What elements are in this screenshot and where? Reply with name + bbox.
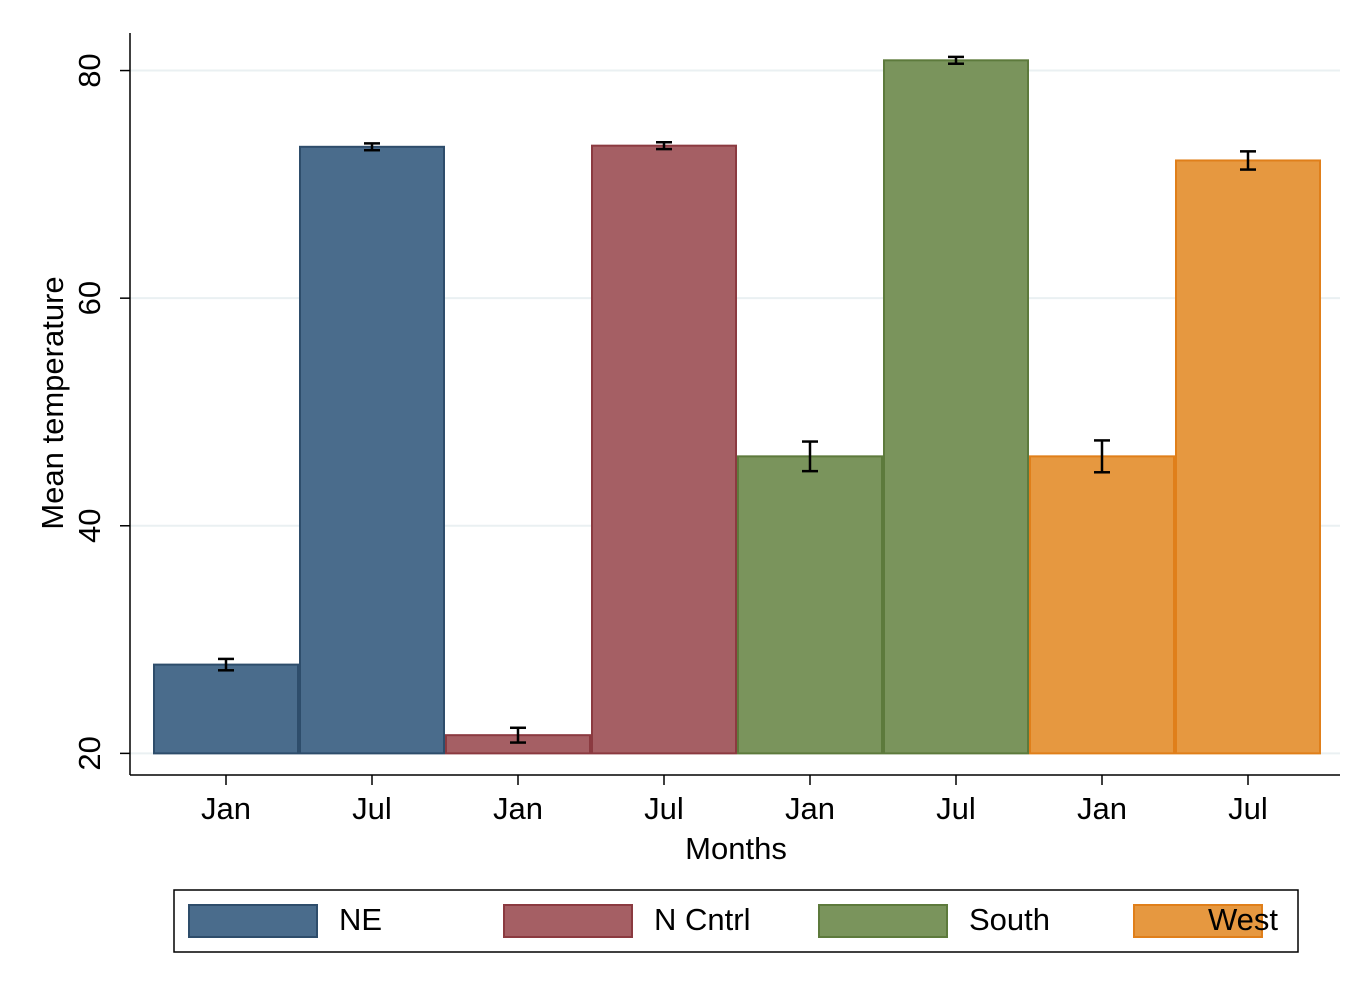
- legend-label: NE: [339, 902, 382, 937]
- legend-label: N Cntrl: [654, 902, 750, 937]
- y-tick-label: 40: [72, 509, 107, 543]
- legend-swatch: [188, 904, 318, 938]
- x-tick-label: Jul: [1228, 791, 1268, 826]
- error-bar: [218, 657, 234, 672]
- legend-swatch: [818, 904, 948, 938]
- bar: [299, 145, 445, 755]
- bar: [1029, 455, 1175, 755]
- y-tick-label: 60: [72, 281, 107, 315]
- bar: [1175, 159, 1321, 755]
- error-bar: [948, 55, 964, 65]
- x-tick-label: Jan: [493, 791, 543, 826]
- y-axis-label: Mean temperature: [35, 276, 70, 529]
- error-bar: [1240, 150, 1256, 171]
- legend-swatch: [1133, 904, 1263, 938]
- error-bar: [802, 440, 818, 473]
- legend-label: South: [969, 902, 1050, 937]
- x-tick-label: Jul: [352, 791, 392, 826]
- bar: [153, 663, 299, 755]
- legend-swatch: [503, 904, 633, 938]
- legend-label: West: [1208, 902, 1278, 937]
- error-bar: [510, 726, 526, 744]
- x-tick-label: Jan: [201, 791, 251, 826]
- error-bar: [364, 142, 380, 152]
- error-bar: [656, 141, 672, 151]
- error-bar: [1094, 439, 1110, 474]
- x-axis-label: Months: [685, 831, 787, 866]
- x-tick-label: Jan: [785, 791, 835, 826]
- bar: [883, 59, 1029, 755]
- y-tick-label: 80: [72, 53, 107, 87]
- legend-box: [173, 889, 1299, 953]
- x-tick-label: Jan: [1077, 791, 1127, 826]
- x-tick-label: Jul: [644, 791, 684, 826]
- x-tick-label: Jul: [936, 791, 976, 826]
- bar: [591, 144, 737, 755]
- y-tick-label: 20: [72, 736, 107, 770]
- bar: [737, 455, 883, 755]
